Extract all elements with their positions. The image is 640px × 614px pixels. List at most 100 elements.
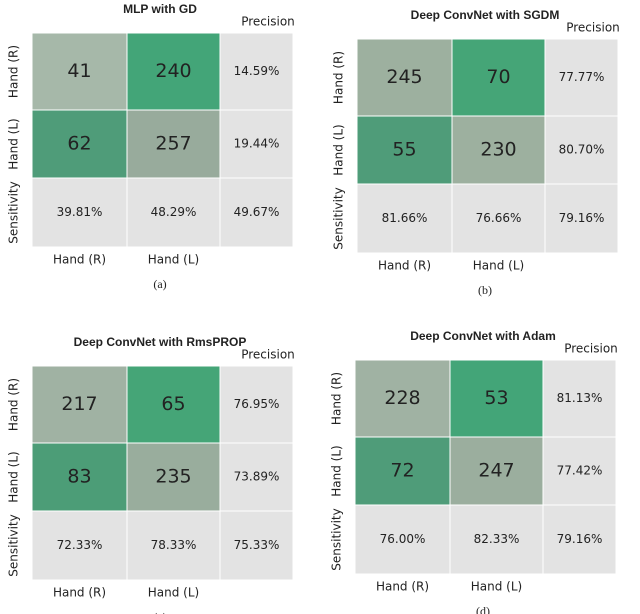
cell-value: 75.33% — [234, 538, 280, 552]
matrix-cell — [356, 115, 453, 185]
cell-value: 77.77% — [559, 70, 605, 84]
cell-value: 19.44% — [234, 137, 280, 151]
matrix-cell — [451, 115, 546, 185]
matrix-cell — [219, 32, 294, 111]
cell-value: 80.70% — [559, 143, 605, 157]
matrix-cell — [542, 436, 617, 506]
cell-value: 72.33% — [57, 538, 103, 552]
matrix-cell — [544, 38, 619, 117]
cell-value: 55 — [392, 139, 416, 161]
cell-value: 240 — [155, 60, 191, 82]
col-label: Hand (L) — [471, 580, 522, 594]
row-label: Sensitivity — [332, 187, 346, 249]
matrix-cell — [356, 183, 453, 254]
matrix-cell — [31, 510, 128, 581]
matrix-cell — [31, 32, 128, 111]
matrix-cell — [542, 504, 617, 575]
cell-value: 76.95% — [234, 397, 280, 411]
precision-header: Precision — [566, 21, 620, 35]
row-label: Hand (R) — [330, 372, 344, 425]
matrix-cell — [449, 504, 544, 575]
matrix-cell — [126, 177, 221, 248]
cell-value: 62 — [67, 133, 91, 155]
cell-value: 49.67% — [234, 205, 280, 219]
cell-value: 78.33% — [151, 538, 197, 552]
caption: (d) — [476, 604, 490, 614]
panel-title: Deep ConvNet with SGDM — [411, 8, 560, 22]
cell-value: 230 — [480, 139, 516, 161]
row-label: Hand (L) — [330, 445, 344, 496]
matrix-cell — [219, 365, 294, 444]
cell-value: 70 — [486, 66, 510, 88]
matrix-cell — [31, 109, 128, 179]
cell-value: 235 — [155, 466, 191, 488]
matrix-cell — [354, 436, 451, 506]
matrix-cell — [126, 365, 221, 444]
caption: (a) — [153, 277, 166, 291]
precision-header: Precision — [241, 348, 295, 362]
row-label: Hand (L) — [7, 451, 21, 502]
col-label: Hand (L) — [148, 253, 199, 267]
cell-value: 228 — [384, 387, 420, 409]
matrix-cell — [544, 115, 619, 185]
cell-value: 83 — [67, 466, 91, 488]
cell-value: 82.33% — [474, 532, 520, 546]
cell-value: 53 — [484, 387, 508, 409]
cell-value: 41 — [67, 60, 91, 82]
precision-header: Precision — [241, 15, 295, 29]
matrix-cell — [126, 32, 221, 111]
caption: (c) — [153, 610, 166, 614]
matrix-cell — [126, 442, 221, 512]
row-label: Hand (L) — [7, 118, 21, 169]
matrix-cell — [31, 442, 128, 512]
matrix-cell — [356, 38, 453, 117]
precision-header: Precision — [564, 342, 618, 356]
matrix-cell — [126, 109, 221, 179]
cell-value: 79.16% — [557, 532, 603, 546]
cell-value: 257 — [155, 133, 191, 155]
matrix-cell — [451, 183, 546, 254]
caption: (b) — [478, 283, 492, 297]
row-label: Hand (R) — [7, 378, 21, 431]
cell-value: 245 — [386, 66, 422, 88]
matrix-cell — [31, 177, 128, 248]
cell-value: 65 — [161, 393, 185, 415]
cell-value: 81.13% — [557, 391, 603, 405]
matrix-cell — [354, 504, 451, 575]
matrix-cell — [219, 109, 294, 179]
col-label: Hand (L) — [148, 586, 199, 600]
matrix-cell — [354, 359, 451, 438]
panel-title: Deep ConvNet with Adam — [410, 329, 556, 343]
cell-value: 77.42% — [557, 464, 603, 478]
cell-value: 76.00% — [380, 532, 426, 546]
row-label: Sensitivity — [330, 508, 344, 570]
matrix-cell — [544, 183, 619, 254]
panel-title: MLP with GD — [123, 2, 197, 16]
panel-title: Deep ConvNet with RmsPROP — [74, 335, 247, 349]
cell-value: 217 — [61, 393, 97, 415]
matrix-cell — [31, 365, 128, 444]
matrix-cell — [219, 510, 294, 581]
cell-value: 81.66% — [382, 211, 428, 225]
cell-value: 73.89% — [234, 470, 280, 484]
row-label: Sensitivity — [7, 181, 21, 243]
matrix-cell — [542, 359, 617, 438]
matrix-cell — [219, 442, 294, 512]
row-label: Hand (R) — [332, 51, 346, 104]
row-label: Hand (R) — [7, 45, 21, 98]
col-label: Hand (L) — [473, 259, 524, 273]
cell-value: 48.29% — [151, 205, 197, 219]
row-label: Sensitivity — [7, 514, 21, 576]
cell-value: 247 — [478, 460, 514, 482]
col-label: Hand (R) — [53, 253, 106, 267]
matrix-cell — [219, 177, 294, 248]
col-label: Hand (R) — [53, 586, 106, 600]
col-label: Hand (R) — [376, 580, 429, 594]
row-label: Hand (L) — [332, 124, 346, 175]
cell-value: 76.66% — [476, 211, 522, 225]
col-label: Hand (R) — [378, 259, 431, 273]
cell-value: 72 — [390, 460, 414, 482]
cell-value: 39.81% — [57, 205, 103, 219]
cell-value: 14.59% — [234, 64, 280, 78]
